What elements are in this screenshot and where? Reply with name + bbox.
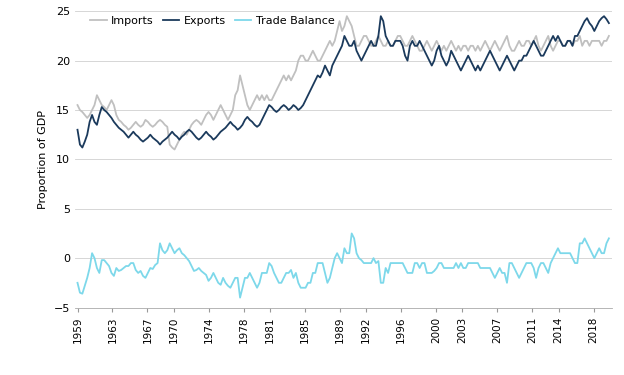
Trade Balance: [363, 261, 370, 266]
Exports: [360, 54, 368, 58]
Exports: [232, 124, 239, 129]
Y-axis label: Proportion of GDP: Proportion of GDP: [38, 110, 48, 209]
Exports: [79, 145, 86, 150]
Imports: [171, 147, 178, 152]
Imports: [232, 93, 239, 98]
Trade Balance: [229, 280, 236, 285]
Imports: [74, 103, 81, 107]
Trade Balance: [527, 261, 535, 266]
Imports: [605, 34, 613, 38]
Exports: [527, 44, 535, 48]
Trade Balance: [554, 246, 562, 250]
Trade Balance: [220, 276, 227, 280]
Exports: [377, 14, 384, 18]
Imports: [363, 34, 370, 38]
Trade Balance: [74, 280, 81, 285]
Imports: [554, 39, 562, 43]
Exports: [74, 128, 81, 132]
Line: Imports: Imports: [77, 16, 609, 150]
Exports: [545, 44, 552, 48]
Exports: [554, 34, 562, 38]
Imports: [343, 14, 351, 18]
Trade Balance: [545, 271, 552, 275]
Line: Trade Balance: Trade Balance: [77, 233, 609, 298]
Trade Balance: [348, 231, 356, 236]
Trade Balance: [605, 236, 613, 241]
Exports: [222, 126, 229, 130]
Line: Exports: Exports: [77, 16, 609, 147]
Trade Balance: [236, 296, 244, 300]
Exports: [605, 21, 613, 26]
Legend: Imports, Exports, Trade Balance: Imports, Exports, Trade Balance: [85, 11, 339, 30]
Imports: [527, 44, 535, 48]
Imports: [545, 34, 552, 38]
Imports: [222, 112, 229, 117]
